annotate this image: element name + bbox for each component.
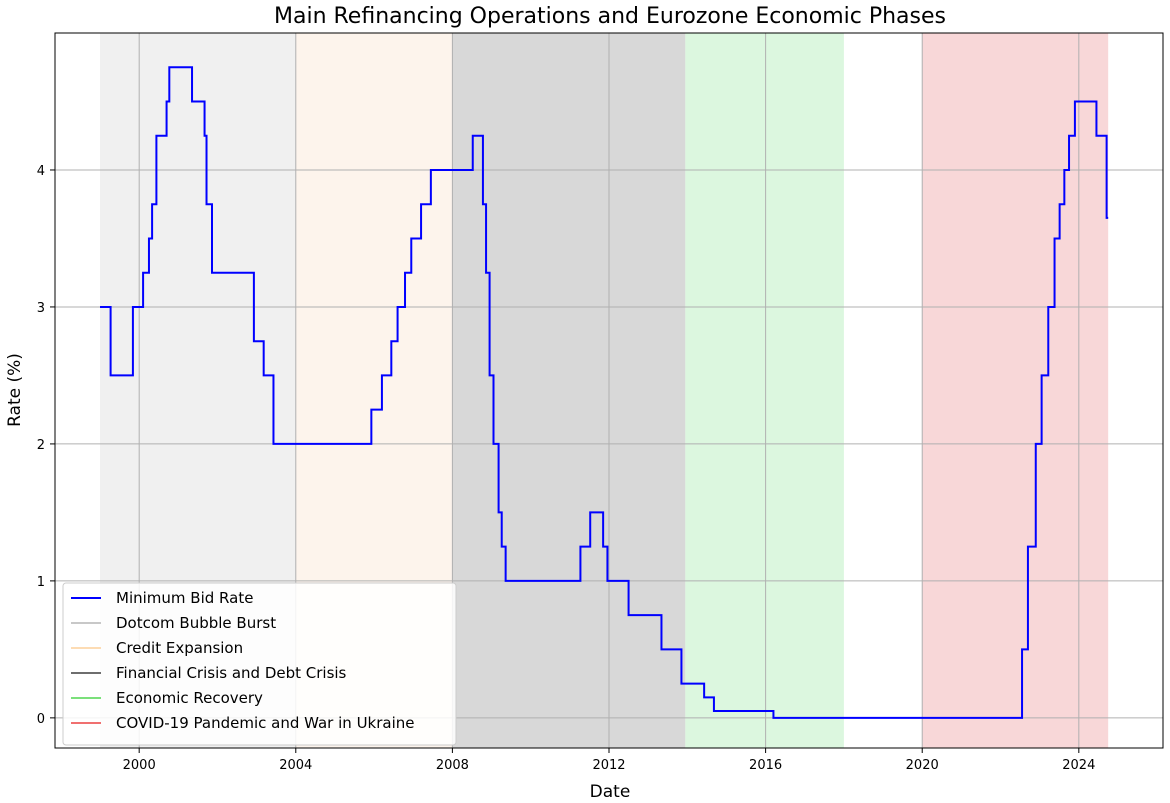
y-tick-label: 2	[37, 438, 45, 453]
phase-band-3	[452, 33, 686, 748]
phase-band-5	[922, 33, 1109, 748]
x-tick-label: 2000	[123, 758, 156, 773]
y-tick-label: 4	[37, 164, 45, 179]
chart-title: Main Refinancing Operations and Eurozone…	[274, 4, 946, 29]
legend-box	[62, 582, 457, 746]
legend: Minimum Bid Rate Dotcom Bubble Burst Credi…	[62, 582, 457, 746]
legend-label: Economic Recovery	[116, 689, 263, 707]
y-tick-label: 0	[37, 712, 45, 727]
legend-label: Financial Crisis and Debt Crisis	[116, 664, 347, 682]
x-axis-label: Date	[590, 782, 631, 802]
series-line-1	[100, 66, 1109, 719]
x-tick-label: 2016	[749, 758, 782, 773]
phase-band-4	[685, 33, 844, 748]
y-tick-label: 3	[37, 301, 45, 316]
legend-label: COVID-19 Pandemic and War in Ukraine	[116, 714, 415, 732]
y-tick-label: 1	[37, 575, 45, 590]
y-axis: 0 1 2 3 4	[37, 164, 55, 727]
x-tick-label: 2008	[436, 758, 469, 773]
y-axis-label: Rate (%)	[5, 353, 25, 427]
phase-band-layer	[100, 33, 1109, 748]
x-axis: 2000 2004 2008 2012 2016 2020 2024	[123, 748, 1095, 773]
x-tick-label: 2024	[1062, 758, 1095, 773]
x-tick-label: 2020	[906, 758, 939, 773]
legend-label: Credit Expansion	[116, 639, 243, 657]
legend-label: Dotcom Bubble Burst	[116, 614, 276, 632]
x-tick-label: 2004	[279, 758, 312, 773]
series-layer	[100, 66, 1109, 719]
x-tick-label: 2012	[592, 758, 625, 773]
legend-label: Minimum Bid Rate	[116, 589, 253, 607]
